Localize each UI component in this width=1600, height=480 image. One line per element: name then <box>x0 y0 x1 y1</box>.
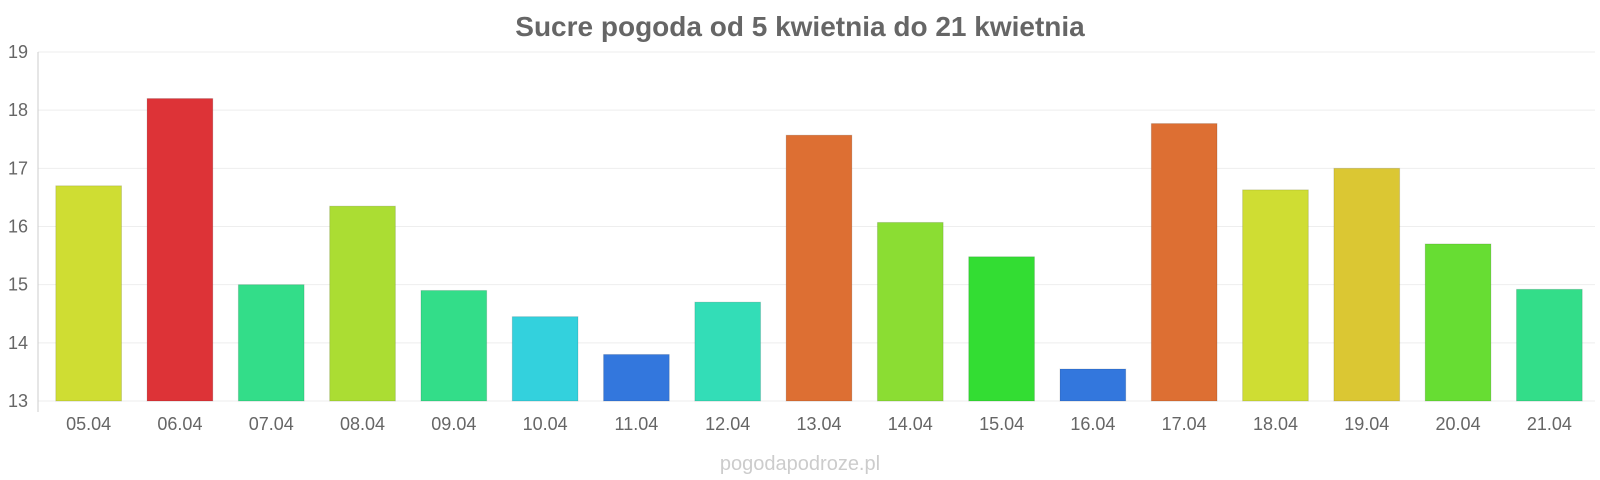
bars-layer <box>55 98 1583 402</box>
bar-06.04[interactable] <box>146 98 214 402</box>
x-tick-label: 19.04 <box>1344 414 1389 434</box>
bar-15.04[interactable] <box>968 256 1035 402</box>
bar-05.04[interactable] <box>55 185 123 402</box>
bar-17.04[interactable] <box>1150 123 1218 402</box>
bar-16.04[interactable] <box>1059 368 1127 402</box>
x-axis: 05.04 06.04 07.04 08.04 09.04 10.04 11.04 12.04… <box>66 414 1572 434</box>
x-tick-label: 15.04 <box>979 414 1024 434</box>
y-tick-label: 13 <box>8 391 28 411</box>
x-tick-label: 12.04 <box>705 414 750 434</box>
bar-12.04[interactable] <box>694 301 762 402</box>
bar-20.04[interactable] <box>1424 243 1492 402</box>
bar-21.04[interactable] <box>1515 288 1583 402</box>
bar-09.04[interactable] <box>420 289 488 402</box>
x-tick-label: 08.04 <box>340 414 385 434</box>
bar-14.04[interactable] <box>876 221 944 402</box>
chart-title: Sucre pogoda od 5 kwietnia do 21 kwietni… <box>515 11 1085 42</box>
bar-19.04[interactable] <box>1333 167 1401 402</box>
watermark: pogodapodroze.pl <box>720 453 880 475</box>
x-tick-label: 16.04 <box>1070 414 1115 434</box>
y-tick-label: 14 <box>8 333 28 353</box>
x-tick-label: 09.04 <box>431 414 476 434</box>
x-tick-label: 05.04 <box>66 414 111 434</box>
y-tick-label: 17 <box>8 158 28 178</box>
x-tick-label: 10.04 <box>523 414 568 434</box>
x-tick-label: 18.04 <box>1253 414 1298 434</box>
bar-10.04[interactable] <box>511 316 579 402</box>
y-tick-label: 15 <box>8 275 28 295</box>
y-axis: 13 14 15 16 17 18 19 <box>8 42 28 411</box>
bar-13.04[interactable] <box>785 134 853 402</box>
x-tick-label: 20.04 <box>1436 414 1481 434</box>
x-tick-label: 06.04 <box>157 414 202 434</box>
x-tick-label: 21.04 <box>1527 414 1572 434</box>
x-tick-label: 17.04 <box>1162 414 1207 434</box>
bar-11.04[interactable] <box>603 353 670 402</box>
bar-08.04[interactable] <box>329 205 396 402</box>
y-tick-label: 18 <box>8 100 28 120</box>
x-tick-label: 13.04 <box>796 414 841 434</box>
x-tick-label: 14.04 <box>888 414 933 434</box>
y-tick-label: 19 <box>8 42 28 62</box>
bar-07.04[interactable] <box>237 284 305 402</box>
x-tick-label: 11.04 <box>615 414 659 434</box>
x-tick-label: 07.04 <box>249 414 294 434</box>
y-tick-label: 16 <box>8 217 28 237</box>
bar-18.04[interactable] <box>1242 189 1309 402</box>
